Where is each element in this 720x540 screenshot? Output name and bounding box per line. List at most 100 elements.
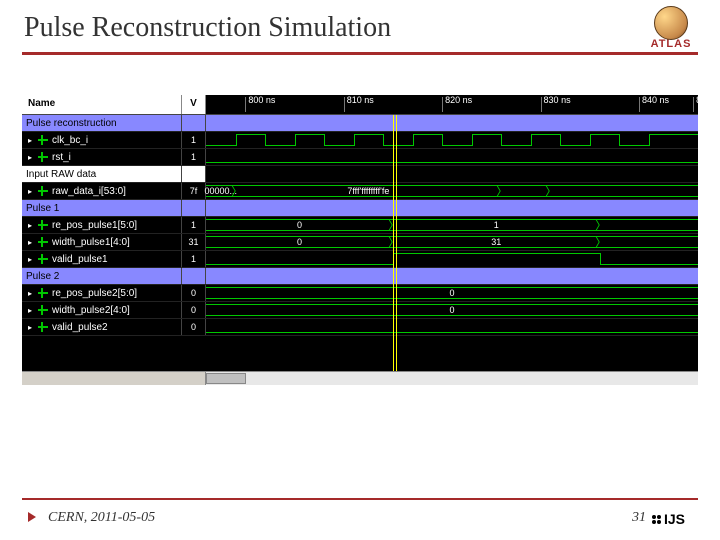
signal-group-row[interactable]: Pulse 2 [22, 268, 698, 285]
group-label[interactable]: Pulse reconstruction [22, 115, 182, 131]
expand-icon[interactable]: ▸ [26, 238, 34, 246]
signal-row[interactable]: ▸ rst_i 1 [22, 149, 698, 166]
page-number: 31 [632, 510, 646, 526]
bus-span: 0 [206, 219, 393, 231]
signal-value: 1 [182, 132, 206, 148]
waveform[interactable] [206, 319, 698, 335]
signal-value: 1 [182, 149, 206, 165]
signal-row[interactable]: ▸ raw_data_i[53:0] 7f00000...7fff'ffffffff… [22, 183, 698, 200]
signal-label: re_pos_pulse2[5:0] [52, 288, 137, 299]
signal-icon [38, 237, 48, 247]
column-name-header[interactable]: Name [22, 95, 182, 114]
signal-label: rst_i [52, 152, 71, 163]
waveform[interactable]: 0 [206, 302, 698, 318]
signal-group-row[interactable]: Pulse 1 [22, 200, 698, 217]
bus-span [600, 236, 698, 248]
scrollbar-track[interactable] [206, 372, 698, 385]
title-rule [22, 52, 698, 55]
signal-value: 1 [182, 251, 206, 267]
footer-rule [22, 498, 698, 500]
expand-icon[interactable]: ▸ [26, 255, 34, 263]
expand-icon[interactable]: ▸ [26, 187, 34, 195]
wave-body: Pulse reconstruction▸clk_bc_i1▸rst_i1Inp… [22, 115, 698, 371]
signal-value: 31 [182, 234, 206, 250]
signal-icon [38, 135, 48, 145]
time-ruler[interactable]: 800 ns810 ns820 ns830 ns840 ns850 [206, 95, 698, 114]
signal-icon [38, 305, 48, 315]
expand-icon[interactable]: ▸ [26, 153, 34, 161]
expand-icon[interactable]: ▸ [26, 323, 34, 331]
signal-icon [38, 152, 48, 162]
time-tick: 820 ns [442, 95, 472, 114]
ijs-logo: IJS [652, 508, 700, 530]
bus-span [501, 185, 550, 197]
signal-label: width_pulse2[4:0] [52, 305, 130, 316]
bus-span: 1 [393, 219, 600, 231]
waveform-viewer: Name V 800 ns810 ns820 ns830 ns840 ns850… [22, 95, 698, 385]
time-cursor[interactable] [393, 115, 394, 371]
bus-span: 0 [206, 287, 698, 299]
waveform[interactable] [206, 132, 698, 148]
scrollbar-thumb[interactable] [206, 373, 246, 384]
group-label[interactable]: Input RAW data [22, 166, 182, 182]
signal-row[interactable]: ▸ re_pos_pulse1[5:0] 101 [22, 217, 698, 234]
waveform[interactable] [206, 251, 698, 267]
bus-span: 0 [206, 304, 698, 316]
signal-label: valid_pulse1 [52, 254, 108, 265]
expand-icon[interactable]: ▸ [26, 306, 34, 314]
signal-row[interactable]: ▸ width_pulse2[4:0] 00 [22, 302, 698, 319]
ijs-dots-icon [652, 515, 661, 524]
time-tick: 850 [693, 95, 711, 114]
signal-row[interactable]: ▸ width_pulse1[4:0] 31031 [22, 234, 698, 251]
time-tick: 800 ns [245, 95, 275, 114]
expand-icon[interactable]: ▸ [26, 289, 34, 297]
globe-icon [654, 6, 688, 40]
signal-value: 1 [182, 217, 206, 233]
bus-span [550, 185, 698, 197]
group-label[interactable]: Pulse 2 [22, 268, 182, 284]
bus-span: 31 [393, 236, 600, 248]
signal-label: valid_pulse2 [52, 322, 108, 333]
time-cursor[interactable] [396, 115, 397, 371]
wave-header: Name V 800 ns810 ns820 ns830 ns840 ns850 [22, 95, 698, 115]
signal-icon [38, 254, 48, 264]
signal-group-row[interactable]: Input RAW data [22, 166, 698, 183]
bus-span: 7fff'ffffffff'fe [236, 185, 502, 197]
waveform[interactable]: 0 [206, 285, 698, 301]
group-label[interactable]: Pulse 1 [22, 200, 182, 216]
column-value-header[interactable]: V [182, 95, 206, 114]
signal-icon [38, 220, 48, 230]
signal-icon [38, 186, 48, 196]
signal-value: 7f [182, 183, 206, 199]
waveform[interactable] [206, 149, 698, 165]
waveform[interactable]: 031 [206, 234, 698, 250]
signal-row[interactable]: ▸ valid_pulse1 1 [22, 251, 698, 268]
scrollbar-spacer [22, 372, 206, 385]
signal-label: re_pos_pulse1[5:0] [52, 220, 137, 231]
horizontal-scrollbar[interactable] [22, 371, 698, 385]
signal-value: 0 [182, 302, 206, 318]
time-tick: 830 ns [541, 95, 571, 114]
expand-icon[interactable]: ▸ [26, 136, 34, 144]
signal-row[interactable]: ▸re_pos_pulse2[5:0]00 [22, 285, 698, 302]
signal-label: raw_data_i[53:0] [52, 186, 126, 197]
bus-span: 0 [206, 236, 393, 248]
slide-title: Pulse Reconstruction Simulation [0, 0, 720, 52]
signal-label: clk_bc_i [52, 135, 88, 146]
signal-icon [38, 288, 48, 298]
bus-span [600, 219, 698, 231]
atlas-logo: ATLAS [636, 6, 706, 54]
signal-group-row[interactable]: Pulse reconstruction [22, 115, 698, 132]
footer-location: CERN, 2011-05-05 [48, 510, 155, 526]
signal-row[interactable]: ▸ clk_bc_i 1 [22, 132, 698, 149]
waveform[interactable]: 01 [206, 217, 698, 233]
signal-icon [38, 322, 48, 332]
expand-icon[interactable]: ▸ [26, 221, 34, 229]
signal-label: width_pulse1[4:0] [52, 237, 130, 248]
time-tick: 840 ns [639, 95, 669, 114]
waveform[interactable]: 00000...7fff'ffffffff'fe [206, 183, 698, 199]
signal-row[interactable]: ▸valid_pulse20 [22, 319, 698, 336]
ijs-text: IJS [664, 511, 685, 527]
footer-marker-icon [28, 512, 36, 522]
time-tick: 810 ns [344, 95, 374, 114]
